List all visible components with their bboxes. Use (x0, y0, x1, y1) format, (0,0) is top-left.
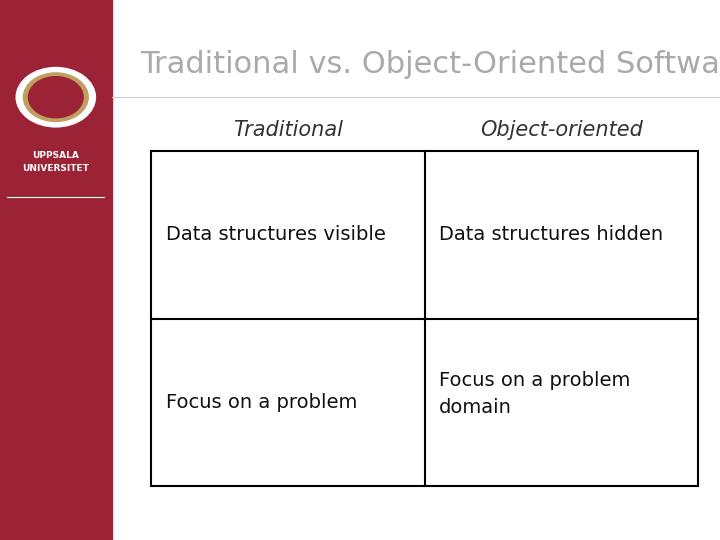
Text: Traditional vs. Object-Oriented Software: Traditional vs. Object-Oriented Software (140, 50, 720, 79)
Text: Data structures visible: Data structures visible (166, 225, 385, 245)
Bar (151, 151, 698, 486)
Text: Focus on a problem: Focus on a problem (166, 393, 357, 412)
Circle shape (29, 77, 84, 118)
Text: Focus on a problem
domain: Focus on a problem domain (439, 372, 631, 417)
Circle shape (16, 68, 95, 127)
Text: Traditional: Traditional (233, 119, 343, 140)
Text: Object-oriented: Object-oriented (480, 119, 643, 140)
Text: Data structures hidden: Data structures hidden (439, 225, 663, 245)
Circle shape (23, 73, 88, 122)
Bar (0, 0, 112, 540)
Text: UPPSALA
UNIVERSITET: UPPSALA UNIVERSITET (22, 151, 89, 173)
